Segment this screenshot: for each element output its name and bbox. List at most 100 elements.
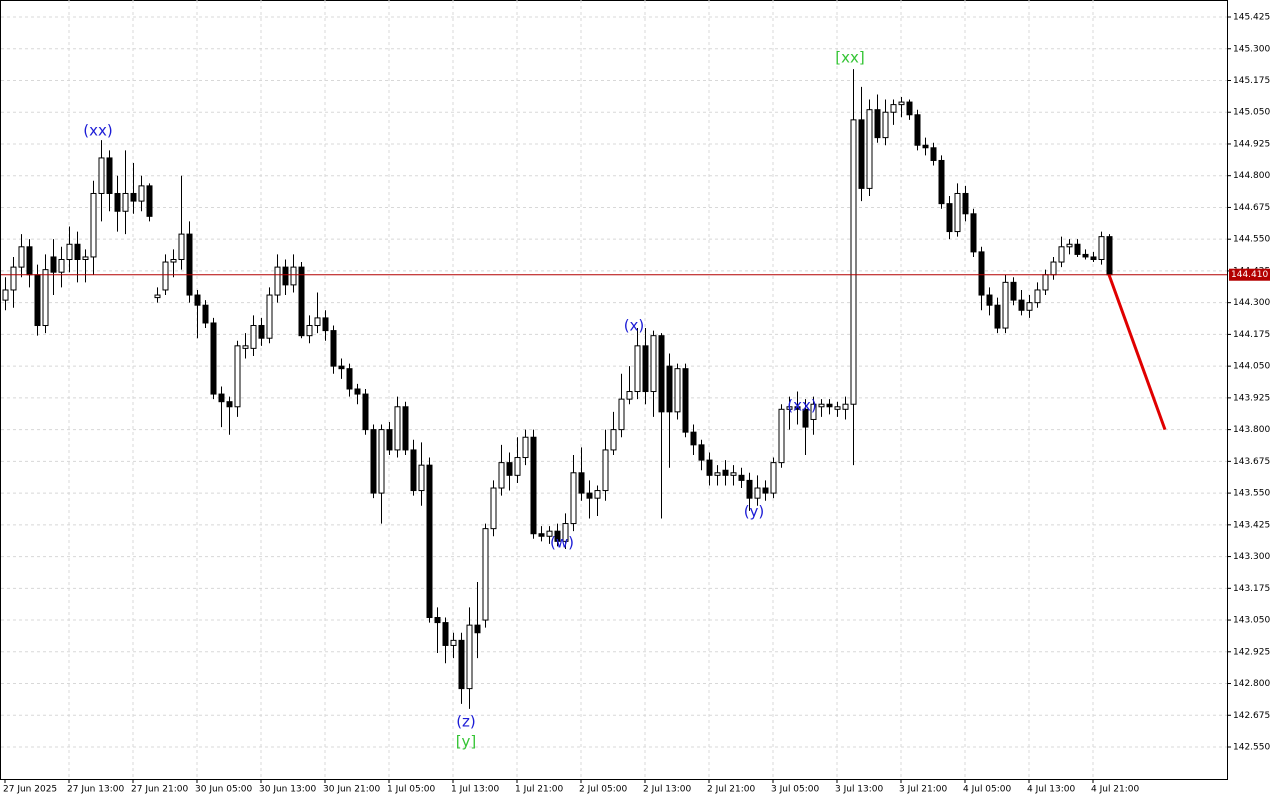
y-tick-label: 144.675 (1233, 203, 1270, 213)
candle-body (826, 403, 833, 408)
candle-body (98, 157, 105, 194)
candle-body (1090, 256, 1097, 260)
candle-body (346, 368, 353, 390)
candle-body (474, 624, 481, 634)
candle-body (906, 101, 913, 116)
candle-body (730, 472, 737, 476)
candle-body (226, 401, 233, 408)
candle-body (490, 487, 497, 530)
candle-body (410, 449, 417, 492)
candle-body (218, 393, 225, 403)
candle-body (402, 406, 409, 451)
candle-body (858, 119, 865, 189)
candle-body (1066, 243, 1073, 248)
candle-body (122, 192, 129, 212)
candle-body (618, 398, 625, 431)
candle-body (354, 388, 361, 395)
candle-body (746, 479, 753, 499)
candle-body (1074, 243, 1081, 255)
y-tick-label: 143.425 (1233, 520, 1270, 530)
candle-body (690, 431, 697, 446)
candle-body (866, 109, 873, 189)
candle-body (202, 304, 209, 324)
candle-body (1034, 289, 1041, 304)
candle-body (786, 406, 793, 410)
plot-frame (0, 0, 1228, 780)
candle-body (626, 391, 633, 400)
x-tick-label: 3 Jul 21:00 (899, 785, 948, 795)
candle-body (842, 403, 849, 410)
candle-body (634, 345, 641, 393)
candle-body (370, 429, 377, 494)
x-tick-label: 2 Jul 05:00 (579, 785, 628, 795)
candle-body (338, 365, 345, 370)
y-tick-label: 145.300 (1233, 44, 1270, 54)
candle-body (450, 639, 457, 646)
candle-body (530, 436, 537, 535)
x-tick-label: 2 Jul 13:00 (643, 785, 692, 795)
candle-body (2, 289, 9, 301)
x-tick-label: 30 Jun 21:00 (323, 785, 380, 795)
candle-body (1098, 236, 1105, 260)
y-tick-label: 143.300 (1233, 552, 1270, 562)
candle-body (602, 449, 609, 492)
price-tag-label: 144.410 (1231, 270, 1268, 280)
candle-body (242, 345, 249, 349)
y-tick-label: 143.925 (1233, 393, 1270, 403)
wave-label: (w) (550, 534, 574, 552)
x-tick-label: 1 Jul 05:00 (387, 785, 436, 795)
y-tick-label: 142.800 (1233, 679, 1270, 689)
x-tick-label: 3 Jul 13:00 (835, 785, 884, 795)
wave-label: (y) (744, 503, 765, 521)
y-tick-label: 143.800 (1233, 425, 1270, 435)
candle-body (146, 185, 153, 217)
candle-body (874, 109, 881, 139)
candle-body (114, 192, 121, 212)
candle-body (290, 266, 297, 286)
candle-body (882, 111, 889, 139)
candle-body (1058, 246, 1065, 263)
candle-body (954, 192, 961, 233)
candle-body (66, 243, 73, 260)
forecast-line (1107, 274, 1167, 431)
y-tick-label: 143.675 (1233, 457, 1270, 467)
candle-body (642, 345, 649, 393)
candle-body (386, 429, 393, 451)
candle-body (1002, 281, 1009, 329)
candle-body (418, 464, 425, 492)
candle-body (850, 119, 857, 405)
candle-body (18, 246, 25, 268)
wave-label: (x) (624, 317, 645, 335)
candle-body (666, 365, 673, 413)
candle-body (674, 368, 681, 413)
candle-body (466, 624, 473, 690)
candle-body (282, 266, 289, 286)
candle-body (106, 157, 113, 194)
candle-body (706, 459, 713, 476)
candle-body (90, 192, 97, 258)
x-tick-label: 4 Jul 13:00 (1027, 785, 1076, 795)
wave-label: [xx] (835, 49, 864, 67)
candle-body (570, 472, 577, 525)
candle-body (170, 258, 177, 263)
y-tick-label: 144.050 (1233, 362, 1270, 372)
x-tick-label: 3 Jul 05:00 (771, 785, 820, 795)
candle-body (834, 406, 841, 410)
candle-body (1026, 302, 1033, 311)
candle-body (946, 203, 953, 233)
candle-body (562, 523, 569, 542)
candle-body (322, 317, 329, 332)
candle-body (754, 487, 761, 499)
candle-body (770, 462, 777, 494)
candle-body (538, 533, 545, 537)
candle-body (794, 406, 801, 410)
candle-body (738, 474, 745, 481)
y-tick-label: 144.175 (1233, 330, 1270, 340)
wave-label: (xx) (787, 397, 816, 415)
price-tag (1229, 268, 1270, 281)
candle-body (362, 393, 369, 431)
candle-body (698, 444, 705, 461)
candle-body (10, 266, 17, 291)
candle-body (154, 294, 161, 299)
